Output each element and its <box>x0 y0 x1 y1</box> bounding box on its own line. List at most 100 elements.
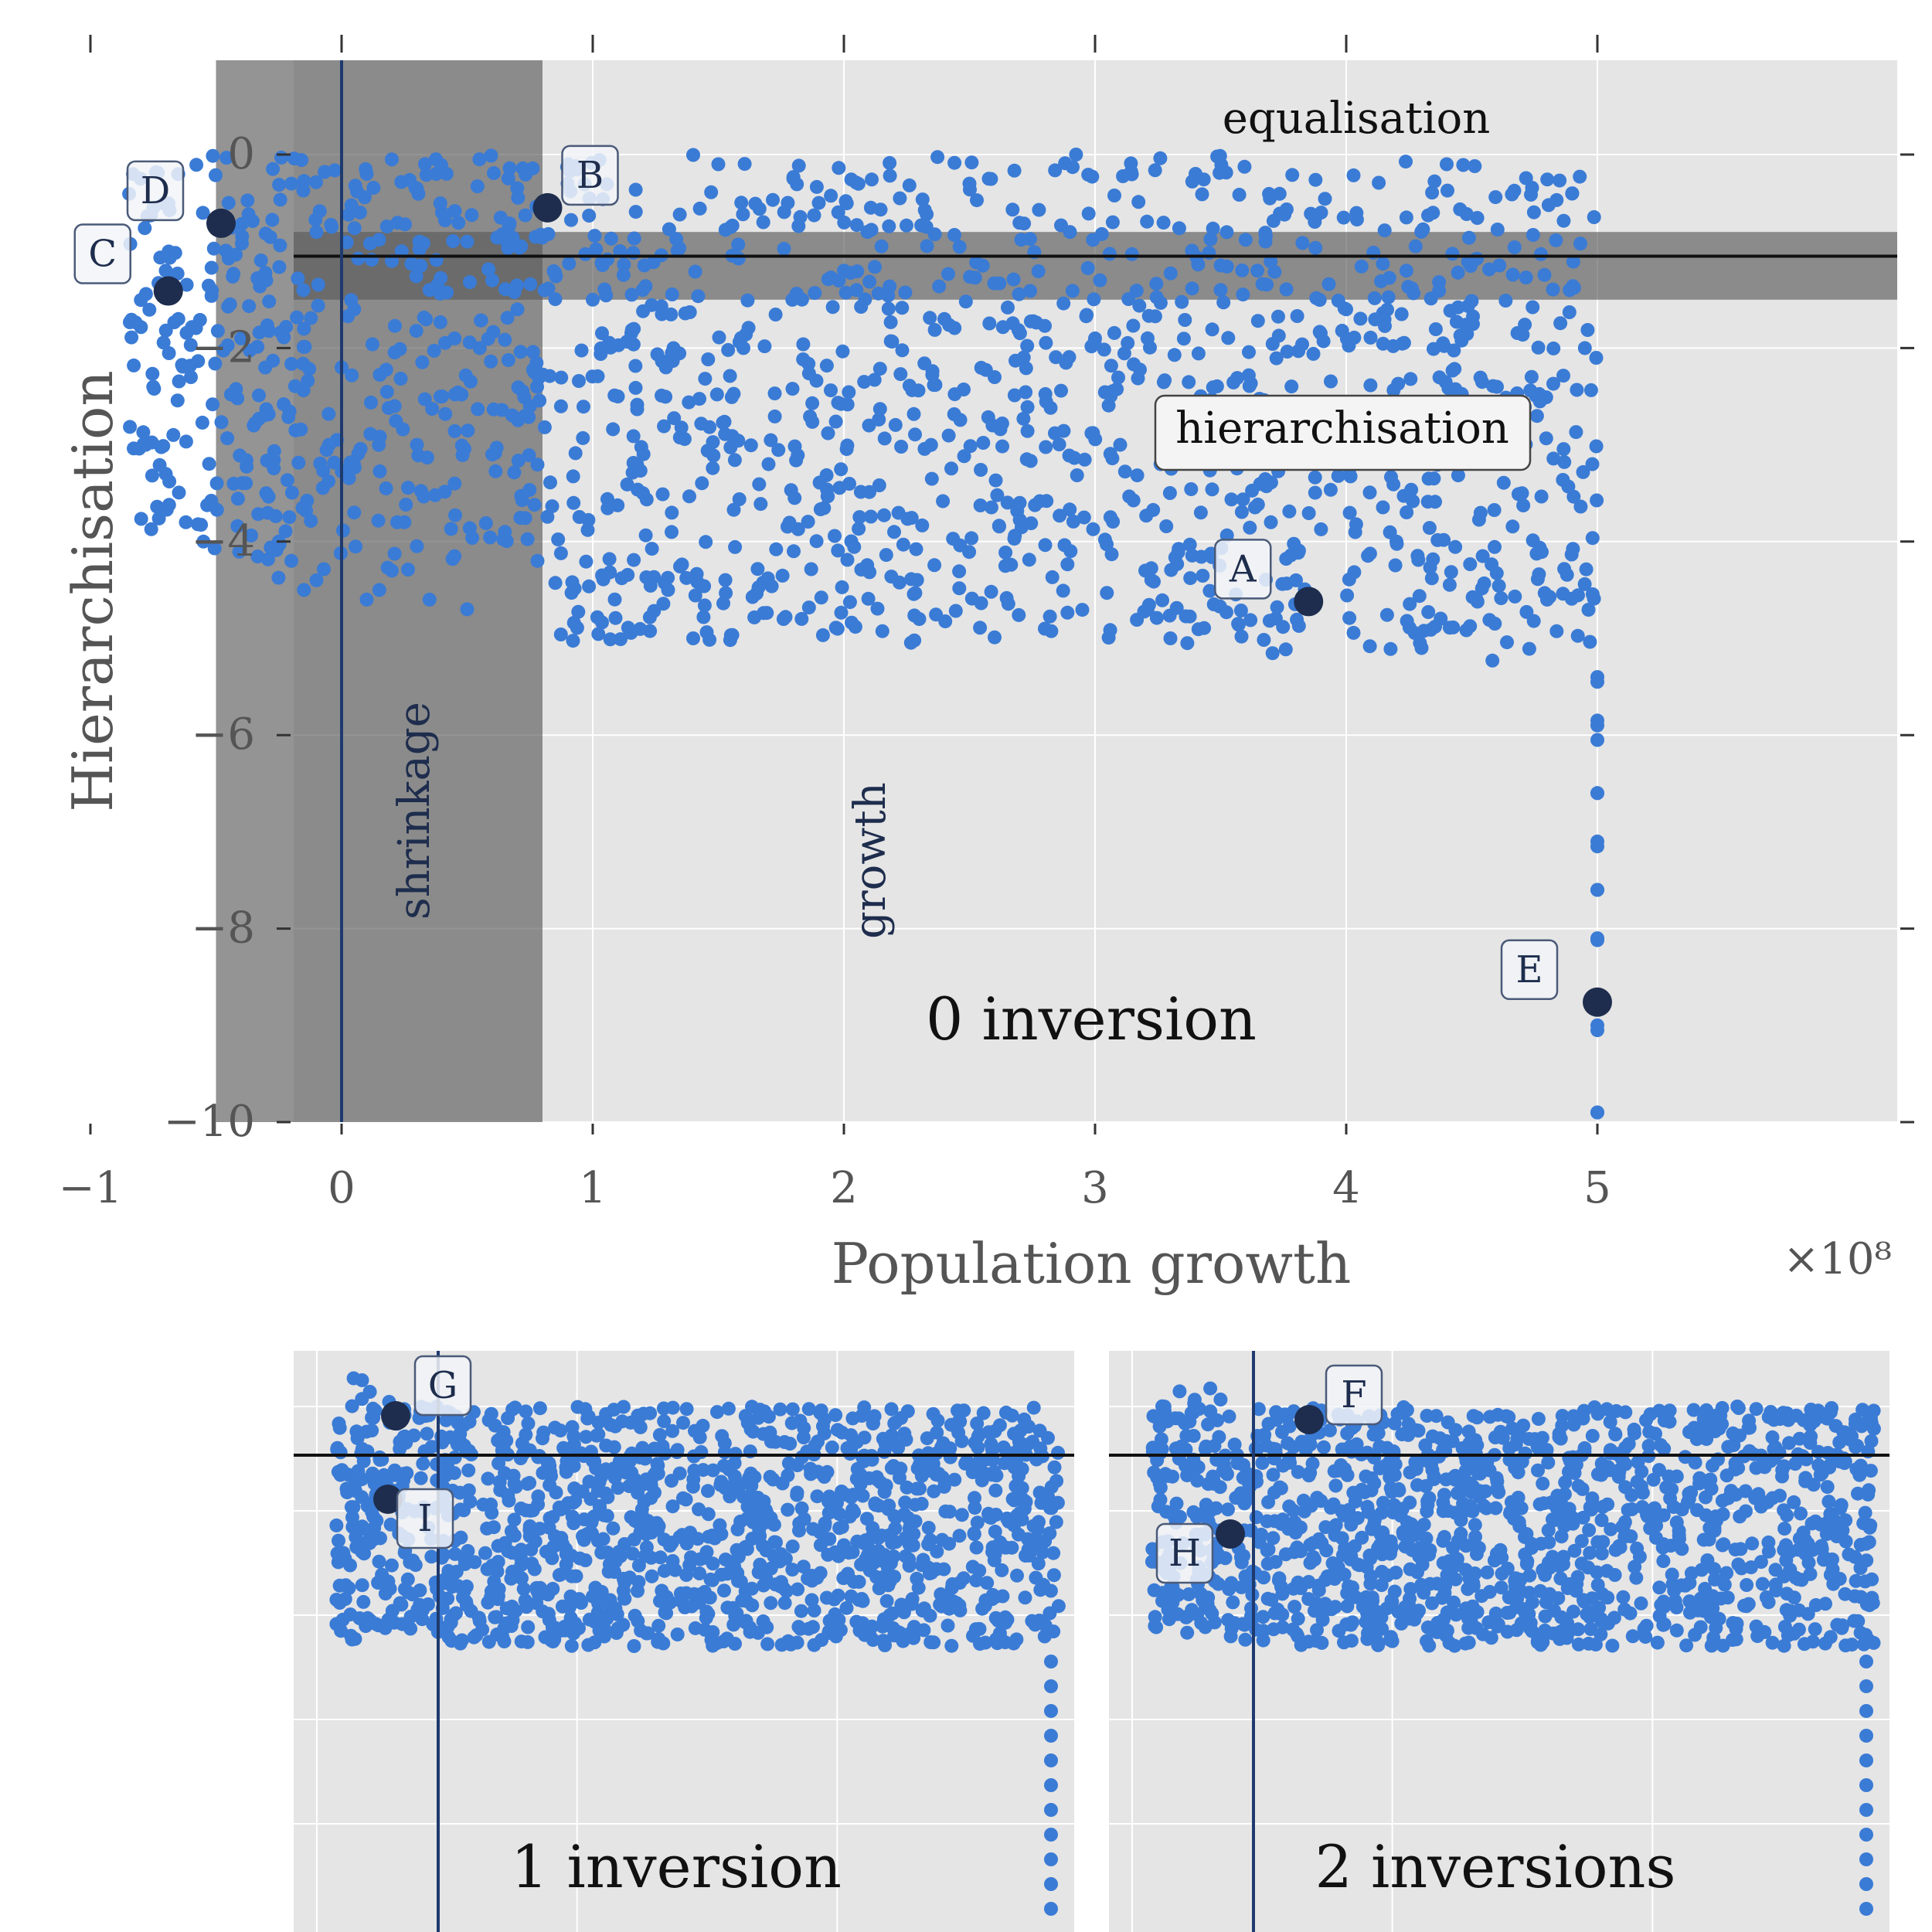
highlight-label: A <box>1229 547 1257 590</box>
scatter-point <box>484 148 498 163</box>
scatter-point <box>815 628 830 642</box>
scatter-point <box>1178 313 1192 327</box>
inset-scatter-point <box>1291 1611 1305 1626</box>
inset-scatter-point <box>393 1441 407 1456</box>
inset-scatter-point <box>1808 1622 1822 1637</box>
inset-scatter-point <box>807 1604 821 1617</box>
inset-scatter-point <box>371 1576 386 1590</box>
inset-scatter-point <box>921 1521 936 1535</box>
inset-scatter-point <box>1699 1432 1714 1447</box>
inset-scatter-point <box>348 1631 362 1646</box>
inset-scatter-point <box>447 1466 461 1481</box>
scatter-point <box>1361 549 1376 563</box>
inset-scatter-point <box>701 1484 715 1498</box>
inset-scatter-point <box>424 1549 439 1564</box>
scatter-point <box>138 437 153 452</box>
scatter-point <box>493 210 508 225</box>
scatter-point <box>794 611 809 626</box>
inset-scatter-point <box>910 1481 924 1496</box>
scatter-point <box>756 215 770 230</box>
scatter-point <box>1243 520 1257 535</box>
inset-scatter-point <box>1043 1583 1058 1598</box>
inset-scatter-point <box>728 1609 743 1624</box>
inset-scatter-point <box>331 1555 345 1570</box>
inset-scatter-point <box>1797 1637 1811 1651</box>
scatter-point <box>1038 621 1052 636</box>
inset-scatter-point <box>345 1399 359 1413</box>
scatter-point <box>984 172 998 186</box>
inset-scatter-point <box>1767 1413 1781 1427</box>
inset-scatter-point <box>1147 1465 1162 1480</box>
inset-scatter-point <box>1531 1463 1545 1478</box>
scatter-point <box>1195 187 1209 202</box>
inset-scatter-point <box>561 1496 576 1511</box>
inset-scatter-point <box>1260 1543 1274 1558</box>
inset-scatter-point <box>1345 1615 1360 1630</box>
inset-scatter-point <box>1682 1425 1696 1439</box>
inset-scatter-point <box>520 1477 535 1492</box>
inset-scatter-point <box>657 1414 672 1429</box>
x-tick-label: 4 <box>1332 1163 1360 1213</box>
highlight-label: D <box>141 169 170 213</box>
inset-scatter-point <box>1370 1622 1384 1637</box>
scatter-point <box>718 223 733 237</box>
inset-scatter-point <box>1494 1580 1509 1595</box>
scatter-point <box>1049 350 1063 365</box>
scatter-point <box>900 512 915 526</box>
inset-scatter-point <box>947 1472 962 1487</box>
scatter-point <box>1458 318 1473 332</box>
scatter-point <box>1580 323 1595 337</box>
scatter-point <box>672 207 687 222</box>
inset-scatter-point <box>403 1610 418 1624</box>
scatter-point <box>657 419 672 434</box>
scatter-point <box>297 583 311 597</box>
scatter-point <box>1102 247 1117 261</box>
scatter-point <box>1445 363 1460 378</box>
inset-left-panel: GI 1 inversion <box>294 1351 1098 1932</box>
inset-scatter-point <box>372 1554 386 1569</box>
inset-scatter-point <box>1862 1520 1877 1535</box>
scatter-point <box>1312 325 1327 339</box>
inset-scatter-point <box>613 1549 628 1563</box>
inset-scatter-point <box>796 1560 811 1574</box>
scatter-point <box>723 369 737 383</box>
inset-scatter-point <box>906 1629 920 1644</box>
inset-scatter-point <box>1814 1539 1828 1553</box>
inset-scatter-point <box>791 1582 805 1597</box>
scatter-point <box>638 279 653 294</box>
inset-scatter-point <box>1386 1505 1400 1520</box>
scatter-point <box>1107 325 1121 340</box>
inset-scatter-point <box>1859 1655 1873 1668</box>
inset-scatter-point <box>508 1400 522 1415</box>
y-tick-label: −10 <box>164 1097 255 1147</box>
scatter-point <box>1104 547 1119 562</box>
scatter-point <box>415 355 430 369</box>
inset-scatter-point <box>897 1507 912 1522</box>
inset-scatter-point <box>526 1503 540 1518</box>
inset-scatter-point <box>701 1529 716 1544</box>
inset-scatter-point <box>1026 1400 1041 1415</box>
scatter-point <box>1233 604 1248 617</box>
inset-scatter-point <box>564 1569 579 1583</box>
scatter-point <box>985 418 1000 433</box>
inset-scatter-point <box>861 1548 875 1563</box>
inset-scatter-point <box>1741 1597 1756 1611</box>
scatter-point <box>1400 614 1414 628</box>
inset-scatter-point <box>665 1423 680 1438</box>
inset-scatter-point <box>1213 1480 1227 1495</box>
inset-scatter-point <box>1420 1634 1434 1648</box>
inset-scatter-point <box>1531 1412 1546 1426</box>
inset-scatter-point <box>923 1635 938 1649</box>
scatter-point <box>372 464 387 478</box>
inset-scatter-point <box>1551 1591 1566 1605</box>
scatter-point <box>664 307 679 321</box>
equalisation-label: equalisation <box>1223 94 1491 144</box>
scatter-point <box>850 264 865 279</box>
inset-scatter-point <box>970 1515 985 1530</box>
scatter-point <box>599 288 614 303</box>
scatter-point <box>1264 254 1278 269</box>
inset-scatter-point <box>1635 1485 1650 1500</box>
inset-scatter-point <box>330 1440 345 1455</box>
inset-scatter-point <box>579 1430 594 1444</box>
scatter-point <box>1388 558 1403 573</box>
